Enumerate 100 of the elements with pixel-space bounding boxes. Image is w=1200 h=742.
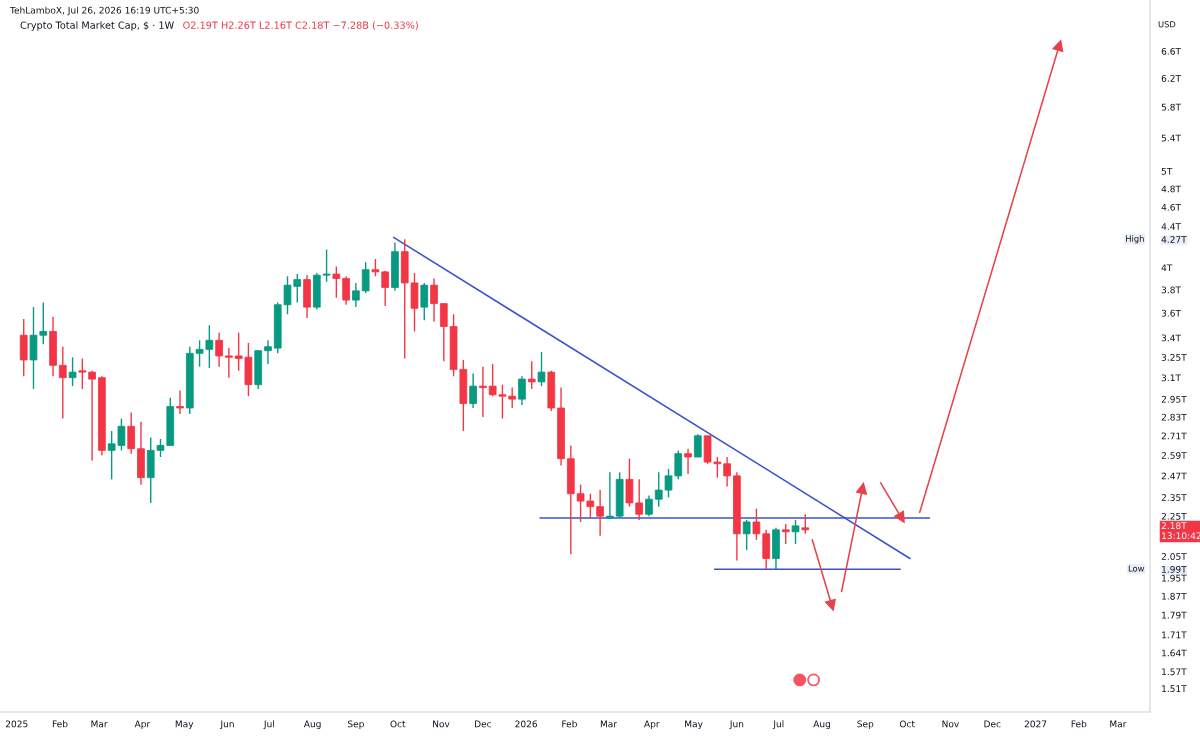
candlestick xyxy=(352,282,360,308)
y-tick-label: 4.8T xyxy=(1161,185,1182,193)
candlestick xyxy=(781,523,790,545)
y-tick-label: 6.2T xyxy=(1161,74,1182,82)
x-tick-label: May xyxy=(175,720,194,730)
candlestick xyxy=(508,386,517,409)
text: O2.19T H2.26T L2.16T C2.18T −7.28B (−0.33%) xyxy=(183,21,418,30)
annotation: High xyxy=(1126,235,1144,244)
x-tick-label: 2026 xyxy=(515,720,538,728)
candlestick xyxy=(645,494,653,517)
x-tick-label: Dec xyxy=(984,720,1001,728)
candlestick xyxy=(693,433,702,458)
y-tick-label: 1.95T xyxy=(1162,574,1187,582)
x-tick-label: Feb xyxy=(52,720,68,728)
x-tick-label: Mar xyxy=(91,720,108,728)
candlestick xyxy=(723,456,731,488)
candlestick xyxy=(625,458,634,508)
candlestick xyxy=(342,275,350,306)
y-tick-label: 1.64T xyxy=(1162,649,1187,657)
candlestick xyxy=(537,351,546,387)
y-tick-label: 2.05T xyxy=(1161,553,1187,560)
point xyxy=(825,598,836,611)
candlestick xyxy=(791,519,800,545)
y-tick-label: 3.25T xyxy=(1161,354,1187,361)
x-tick-label: Nov xyxy=(942,720,959,728)
annotation: Low xyxy=(1128,565,1145,572)
y-tick-label: 2.18T 13:10:42 xyxy=(1161,522,1200,540)
candlestick xyxy=(68,356,77,387)
candlestick xyxy=(742,519,751,551)
y-tick-label: 2.35T xyxy=(1161,494,1187,501)
x-tick-label: Oct xyxy=(899,720,915,728)
candlestick xyxy=(58,346,67,420)
x-tick-label: May xyxy=(685,720,703,730)
candlestick xyxy=(684,448,692,475)
x-tick-label: Apr xyxy=(644,720,660,730)
y-tick-label: 4T xyxy=(1161,264,1173,271)
x-tick-label: Jul xyxy=(263,720,274,729)
candlestick xyxy=(361,261,370,294)
y-tick-label: 1.51T xyxy=(1162,685,1187,693)
x-tick-label: Sep xyxy=(347,720,364,730)
candlestick xyxy=(439,302,448,362)
y-tick-label: 1.79T xyxy=(1162,611,1187,619)
x-tick-label: Jul xyxy=(772,720,784,729)
x-tick-label: Sep xyxy=(857,720,874,730)
x-tick-label: Mar xyxy=(600,720,618,728)
y-tick-label: 3.1T xyxy=(1161,374,1182,382)
y-tick-label: 5T xyxy=(1161,167,1173,175)
x-tick-label: Jun xyxy=(729,720,744,729)
y-tick-label: 4.6T xyxy=(1161,203,1182,211)
candlestick xyxy=(215,332,223,368)
y-tick-label: 2.95T xyxy=(1161,395,1187,403)
candlestick xyxy=(420,282,429,322)
candlestick xyxy=(127,411,136,455)
y-tick-label: 1.99T xyxy=(1162,565,1187,573)
text: Crypto Total Market Cap, $ · 1W xyxy=(20,21,174,31)
candlestick xyxy=(332,265,341,299)
point xyxy=(856,482,867,495)
point xyxy=(1052,39,1064,53)
y-tick-label: 1.87T xyxy=(1162,592,1187,600)
candlestick xyxy=(518,375,526,406)
point xyxy=(894,510,905,523)
y-tick-label: 5.8T xyxy=(1161,103,1182,111)
y-tick-label: 3.8T xyxy=(1161,286,1182,294)
y-tick-label: 2.47T xyxy=(1161,472,1187,480)
y-tick-label: 2.71T xyxy=(1161,432,1187,440)
y-tick-label: 4.27T xyxy=(1161,236,1187,243)
x-tick-label: Aug xyxy=(813,720,831,730)
candlestick xyxy=(801,513,810,535)
x-tick-label: Oct xyxy=(390,720,406,728)
x-tick-label: Jun xyxy=(219,720,234,729)
y-tick-label: 4.4T xyxy=(1161,223,1182,230)
y-tick-label: 6.6T xyxy=(1161,47,1182,55)
candlestick xyxy=(469,372,477,409)
y-tick-label: 2.83T xyxy=(1161,413,1187,421)
candlestick xyxy=(596,489,604,537)
candlestick xyxy=(225,347,233,379)
x-tick-label: 2027 xyxy=(1024,720,1047,728)
y-tick-label: 5.4T xyxy=(1161,134,1182,142)
y-tick-label: 3.4T xyxy=(1161,334,1182,342)
candlestick xyxy=(322,248,331,283)
x-tick-label: Apr xyxy=(134,720,151,730)
x-tick-label: Aug xyxy=(303,720,321,730)
annotation: TehLamboX, Jul 26, 2026 16:19 UTC+5:30 xyxy=(9,6,199,16)
candlestick xyxy=(381,270,390,307)
y-tick-label: 2.25T xyxy=(1161,512,1187,520)
candlestick xyxy=(264,339,272,365)
candlestick xyxy=(635,478,644,521)
x-tick-label: Mar xyxy=(1110,720,1127,728)
y-tick-label: 3.6T xyxy=(1161,309,1182,317)
y-tick-label: 1.57T xyxy=(1162,668,1187,676)
candlestick xyxy=(78,357,87,390)
y-tick-label: 1.71T xyxy=(1162,631,1187,639)
y-tick-label: 2.59T xyxy=(1161,452,1187,459)
candlestick xyxy=(606,471,614,519)
y-axis-title: USD xyxy=(1158,21,1176,28)
x-tick-label: 2025 xyxy=(5,720,28,728)
candlestick xyxy=(88,370,96,462)
x-tick-label: Feb xyxy=(1071,720,1087,728)
candlestick xyxy=(430,277,438,323)
candlestick xyxy=(479,365,487,418)
